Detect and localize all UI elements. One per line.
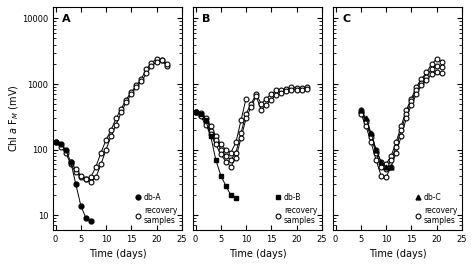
Legend: db-A, recovery
samples: db-A, recovery samples (134, 192, 178, 226)
Text: A: A (62, 14, 71, 24)
Text: C: C (342, 14, 350, 24)
Y-axis label: Chl $a$ F$_M$ (mV): Chl $a$ F$_M$ (mV) (7, 84, 20, 152)
Legend: db-B, recovery
samples: db-B, recovery samples (274, 192, 318, 226)
Text: B: B (202, 14, 210, 24)
Legend: db-C, recovery
samples: db-C, recovery samples (414, 192, 458, 226)
X-axis label: Time (days): Time (days) (228, 249, 286, 259)
X-axis label: Time (days): Time (days) (369, 249, 426, 259)
X-axis label: Time (days): Time (days) (89, 249, 146, 259)
